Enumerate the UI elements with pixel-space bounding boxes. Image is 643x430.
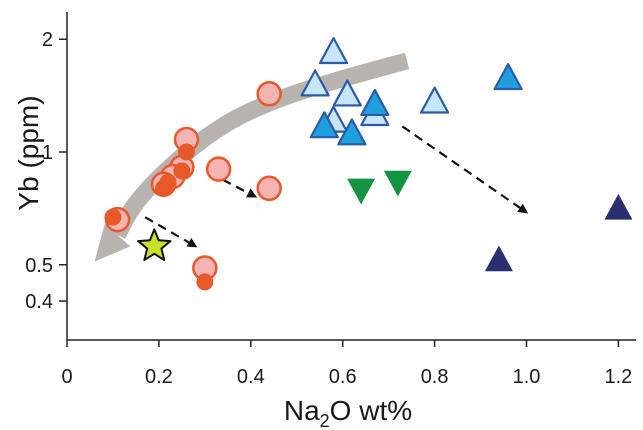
data-point-blue-triangle xyxy=(337,118,367,146)
data-point-orange-dot xyxy=(196,273,214,291)
points-layer xyxy=(104,37,633,291)
data-point-orange-dot xyxy=(177,143,195,161)
x-tick-label: 1.2 xyxy=(604,366,632,388)
trend-arrow-head xyxy=(94,223,131,262)
data-point-light-blue-triangle xyxy=(332,79,362,107)
data-point-blue-triangle xyxy=(360,88,390,117)
data-point-pink-circle xyxy=(256,175,282,202)
data-point-pink-circle xyxy=(256,81,282,107)
data-point-blue-triangle xyxy=(493,63,523,91)
x-axis-label: Na2O wt% xyxy=(284,395,412,430)
data-point-green-triangle xyxy=(383,170,412,197)
x-tick-label: 0.4 xyxy=(237,366,265,388)
data-point-navy-triangle xyxy=(604,193,633,220)
dashed-arrow xyxy=(401,125,529,214)
data-point-orange-dot xyxy=(104,208,122,226)
y-axis-label: Yb (ppm) xyxy=(13,95,44,210)
data-point-light-blue-triangle xyxy=(318,37,349,65)
data-point-blue-triangle xyxy=(309,111,339,139)
data-point-orange-dot xyxy=(154,179,172,197)
data-point-light-blue-triangle xyxy=(420,86,450,114)
y-tick-label: 0.5 xyxy=(25,255,53,277)
y-tick-label: 2 xyxy=(42,29,53,51)
trend-layer xyxy=(94,52,410,262)
x-axis-label-prefix: Na xyxy=(284,395,320,426)
x-axis-label-suffix: O wt% xyxy=(330,395,412,426)
x-tick-label: 0.2 xyxy=(145,366,173,388)
data-point-star xyxy=(137,228,172,262)
x-tick-label: 0.8 xyxy=(421,366,449,388)
x-tick-label: 0.6 xyxy=(329,366,357,388)
data-point-green-triangle xyxy=(347,178,376,205)
y-tick-label: 1 xyxy=(42,142,53,164)
x-axis-label-subscript: 2 xyxy=(320,411,330,430)
axes-layer: 0 0.2 0.4 0.6 0.8 1.0 1.2 0.4 0.5 1 2 xyxy=(25,12,636,388)
data-point-pink-circle xyxy=(205,156,232,182)
dashed-arrow xyxy=(144,216,198,248)
y-tick-label: 0.4 xyxy=(25,291,53,313)
x-tick-label: 1.0 xyxy=(513,366,541,388)
data-point-light-blue-triangle xyxy=(300,69,330,97)
data-point-navy-triangle xyxy=(484,245,513,272)
x-tick-label: 0 xyxy=(61,366,72,388)
data-point-orange-dot xyxy=(173,162,191,180)
